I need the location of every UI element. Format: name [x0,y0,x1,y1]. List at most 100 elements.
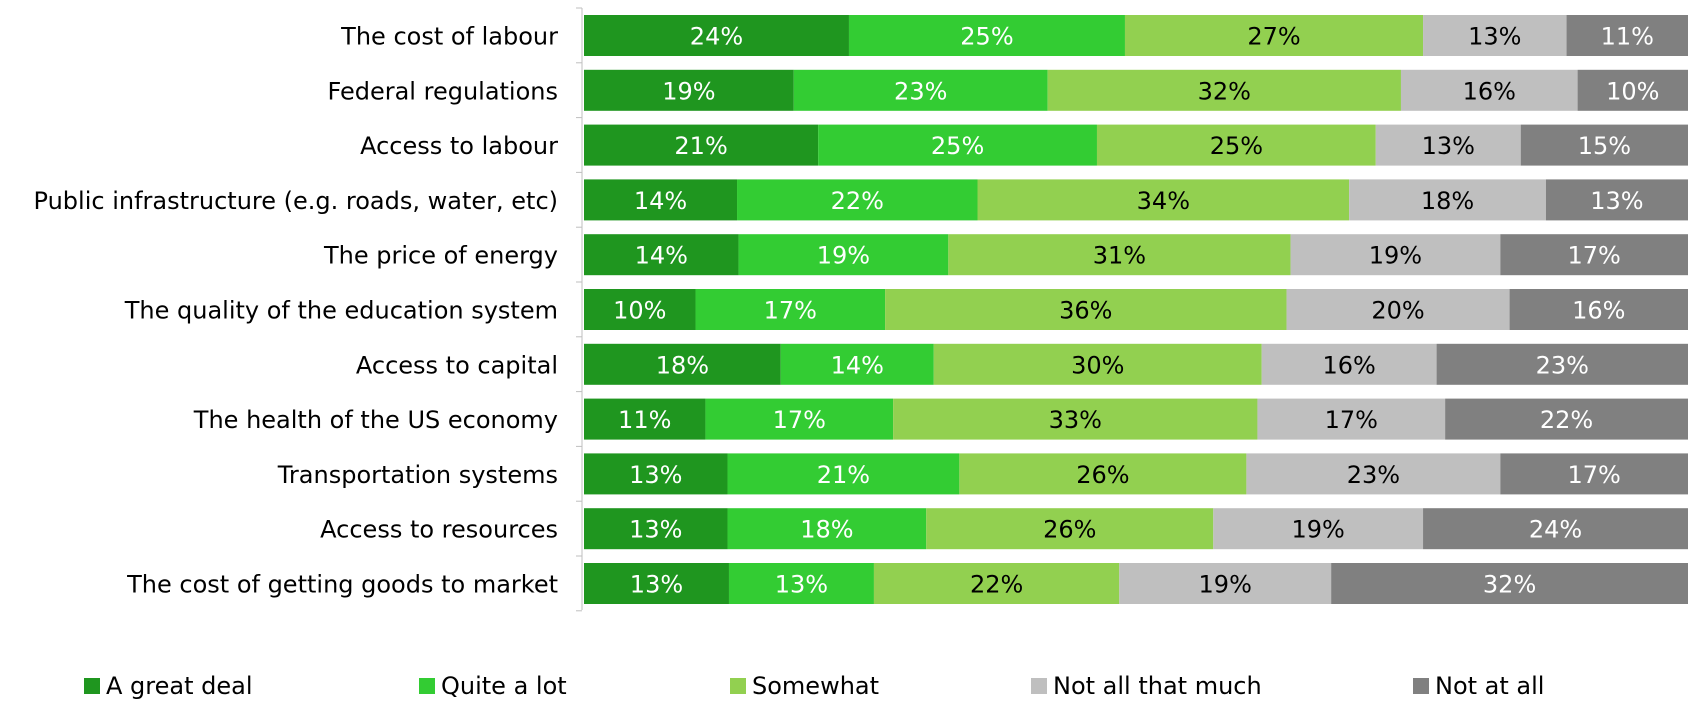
bar-segment [1286,289,1510,330]
data-label: 11% [1601,23,1654,51]
data-label: 16% [1463,77,1516,105]
bar-segment [727,453,960,495]
category-label: Public infrastructure (e.g. roads, water… [34,187,558,215]
data-label: 27% [1247,23,1300,51]
bar-segment [977,179,1350,221]
data-label: 26% [1043,516,1096,544]
bar-segment [1257,398,1446,440]
bar-segment [695,289,886,330]
data-label: 18% [656,351,709,379]
legend-swatch [1031,678,1047,694]
data-label: 36% [1059,297,1112,325]
bar-segment [1577,69,1688,111]
data-label: 23% [1347,461,1400,489]
bar-segment [818,124,1097,166]
data-label: 16% [1322,351,1375,379]
data-label: 11% [618,406,671,434]
legend-swatch [84,678,100,694]
category-label: The cost of labour [340,23,558,51]
bar-segment [1246,453,1501,495]
data-label: 13% [1468,23,1521,51]
data-label: 25% [960,23,1013,51]
legend-item: Not at all [1413,672,1544,700]
legend-item: Quite a lot [419,672,567,700]
data-label: 17% [1325,406,1378,434]
data-label: 25% [931,132,984,160]
data-label: 34% [1137,187,1190,215]
data-label: 33% [1049,406,1102,434]
bar-segment [728,563,874,604]
bar-segment [959,453,1247,495]
bar-area: 24% 25% 27% 13% 11%19% 23% 32% 16% 10%21% 25% 25% 1… [584,15,1688,604]
bar-segment [1290,234,1501,276]
bar-segment [1520,124,1688,166]
bar-segment [893,398,1258,440]
bar-segment [584,453,728,495]
data-label: 17% [764,297,817,325]
bar-segment [780,343,934,385]
bar-segment [1375,124,1521,166]
data-label: 18% [800,516,853,544]
legend: A great deal Quite a lot Somewhat Not all t… [0,672,1688,704]
data-label: 19% [1291,516,1344,544]
bar-segment [1509,289,1688,330]
bar-segment [737,179,978,221]
bar-segment [584,398,706,440]
bar-segment [738,234,949,276]
data-label: 32% [1198,77,1251,105]
bar-segment [584,124,819,166]
data-label: 14% [634,187,687,215]
data-label: 14% [831,351,884,379]
bar-segment [584,179,738,221]
legend-item: Not all that much [1031,672,1262,700]
category-label: Federal regulations [327,77,558,105]
bar-segment [1423,508,1688,550]
data-label: 13% [630,571,683,599]
data-label: 19% [1199,571,1252,599]
data-label: 17% [773,406,826,434]
bar-segment [584,289,696,330]
bar-segment [584,15,849,56]
legend-label: Quite a lot [441,672,567,700]
bar-segment [1500,234,1688,276]
category-labels: The cost of labour Federal regulations Acc… [34,23,559,599]
legend-swatch [419,678,435,694]
data-label: 13% [629,516,682,544]
category-axis [576,7,583,612]
bar-segment [584,563,729,604]
data-label: 21% [817,461,870,489]
data-label: 19% [1369,242,1422,270]
data-label: 18% [1421,187,1474,215]
bar-segment [1213,508,1424,550]
category-label: Transportation systems [277,461,558,489]
data-label: 31% [1093,242,1146,270]
bar-segment [1400,69,1578,111]
data-label: 25% [1210,132,1263,160]
bar-segment [1331,563,1688,604]
bar-segment [1423,15,1567,56]
category-label: The quality of the education system [124,297,558,325]
bar-segment [584,234,739,276]
bar-segment [948,234,1291,276]
legend-item: Somewhat [730,672,879,700]
bar-segment [1124,15,1424,56]
data-label: 10% [1606,77,1659,105]
data-label: 26% [1076,461,1129,489]
data-label: 22% [970,571,1023,599]
data-label: 17% [1567,242,1620,270]
bar-segment [1500,453,1688,495]
data-label: 14% [635,242,688,270]
bar-segment [705,398,894,440]
data-label: 19% [662,77,715,105]
bar-segment [727,508,927,550]
bar-segment [1436,343,1688,385]
stacked-bar-chart: 24% 25% 27% 13% 11%19% 23% 32% 16% 10%21% 25% 25% 1… [34,7,1688,612]
bar-segment [584,508,728,550]
data-label: 17% [1567,461,1620,489]
bar-segment [1096,124,1376,166]
legend-label: A great deal [106,672,253,700]
data-label: 15% [1578,132,1631,160]
data-label: 24% [690,23,743,51]
data-label: 23% [1536,351,1589,379]
category-label: Access to capital [356,351,558,379]
